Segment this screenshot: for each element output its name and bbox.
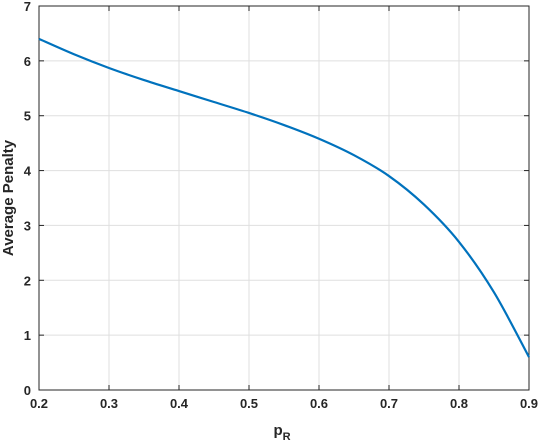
x-tick-labels: 0.2 0.3 0.4 0.5 0.6 0.7 0.8 0.9	[30, 396, 538, 411]
x-tick-label: 0.9	[520, 396, 538, 411]
axis-ticks	[38, 5, 530, 391]
x-tick-label: 0.3	[100, 396, 118, 411]
series-layer	[38, 37, 530, 358]
x-axis-label-main: p	[273, 422, 282, 439]
x-tick-label: 0.4	[170, 396, 189, 411]
series-line	[38, 37, 530, 358]
plot-area-border	[38, 5, 530, 391]
y-tick-label: 7	[24, 0, 31, 14]
x-tick-label: 0.8	[450, 396, 468, 411]
x-tick-label: 0.7	[380, 396, 398, 411]
y-axis-label: Average Penalty	[0, 139, 17, 256]
x-tick-label: 0.6	[310, 396, 328, 411]
y-tick-label: 6	[24, 54, 31, 69]
x-axis-label-subscript: R	[283, 431, 291, 443]
x-axis-label: pR	[273, 422, 290, 443]
y-tick-label: 2	[24, 273, 31, 288]
y-tick-labels: 0 1 2 3 4 5 6 7	[24, 0, 32, 398]
x-tick-label: 0.5	[240, 396, 258, 411]
y-tick-label: 1	[24, 328, 31, 343]
y-tick-label: 5	[24, 109, 31, 124]
x-tick-label: 0.2	[30, 396, 48, 411]
y-tick-label: 0	[24, 383, 31, 398]
y-tick-label: 4	[24, 164, 32, 179]
y-tick-label: 3	[24, 218, 31, 233]
